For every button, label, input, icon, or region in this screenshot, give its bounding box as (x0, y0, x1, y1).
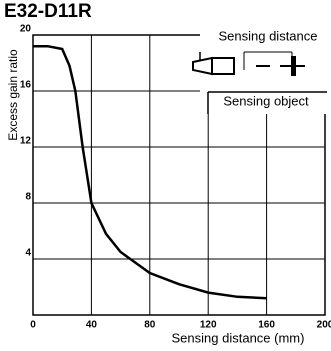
y-tick-label: 12 (20, 136, 32, 147)
y-tick-label: 8 (25, 192, 31, 203)
chart-title: E32-D11R (4, 1, 92, 22)
x-tick-label: 80 (144, 320, 156, 331)
y-tick-label: 16 (20, 80, 32, 91)
x-tick-label: 200 (317, 320, 331, 331)
object-icon (291, 56, 296, 76)
x-tick-label: 0 (30, 320, 36, 331)
x-tick-label: 120 (200, 320, 217, 331)
line-series (33, 44, 267, 300)
annotation: Sensing object (223, 93, 309, 108)
sensor-icon (192, 56, 213, 76)
y-tick-label: 4 (25, 248, 31, 259)
annotation: Sensing distance (218, 28, 317, 43)
y-tick-label: 20 (20, 24, 32, 35)
sensor-head (211, 57, 235, 75)
x-axis-label: Sensing distance (mm) (172, 330, 305, 345)
x-tick-label: 160 (258, 320, 275, 331)
plot-frame (32, 34, 326, 316)
inset: Sensing distance Sensing object (192, 26, 327, 114)
y-axis-label: Excess gain ratio (6, 49, 20, 141)
x-tick-label: 40 (86, 320, 98, 331)
